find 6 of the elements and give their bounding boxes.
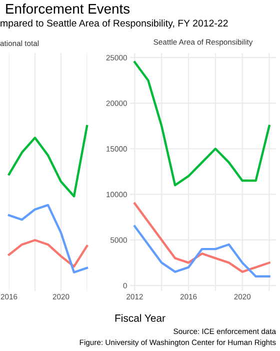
line-series [134,61,270,186]
chart-title: Enforcement Events [6,4,130,14]
line-series [134,225,270,278]
x-axis-title: Fiscal Year [115,314,166,322]
text: mpared to Seattle Area of Responsibility, FY 2012-22 [0,19,228,29]
line-series [134,202,270,273]
